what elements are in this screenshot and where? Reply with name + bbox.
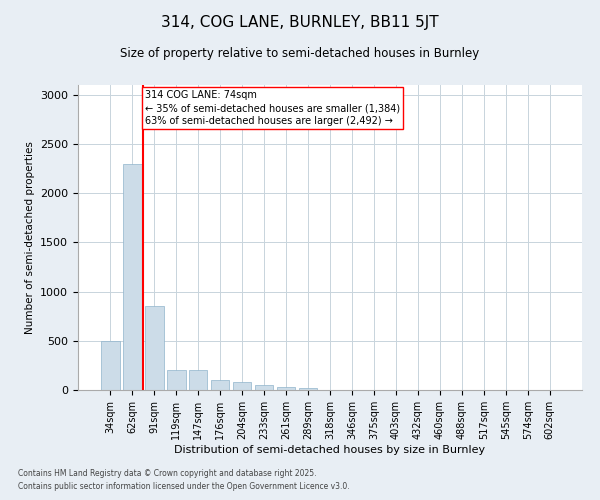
Bar: [255, 385, 274, 390]
Text: 314, COG LANE, BURNLEY, BB11 5JT: 314, COG LANE, BURNLEY, BB11 5JT: [161, 15, 439, 30]
Y-axis label: Number of semi-detached properties: Number of semi-detached properties: [25, 141, 35, 334]
Bar: [123, 164, 142, 390]
Bar: [299, 388, 317, 390]
Bar: [101, 341, 119, 390]
Text: Contains public sector information licensed under the Open Government Licence v3: Contains public sector information licen…: [18, 482, 350, 491]
Text: 314 COG LANE: 74sqm
← 35% of semi-detached houses are smaller (1,384)
63% of sem: 314 COG LANE: 74sqm ← 35% of semi-detach…: [145, 90, 401, 126]
Bar: [145, 306, 164, 390]
X-axis label: Distribution of semi-detached houses by size in Burnley: Distribution of semi-detached houses by …: [175, 444, 485, 454]
Bar: [277, 387, 295, 390]
Text: Size of property relative to semi-detached houses in Burnley: Size of property relative to semi-detach…: [121, 48, 479, 60]
Bar: [189, 370, 208, 390]
Bar: [211, 380, 229, 390]
Bar: [233, 382, 251, 390]
Text: Contains HM Land Registry data © Crown copyright and database right 2025.: Contains HM Land Registry data © Crown c…: [18, 468, 317, 477]
Bar: [167, 370, 185, 390]
